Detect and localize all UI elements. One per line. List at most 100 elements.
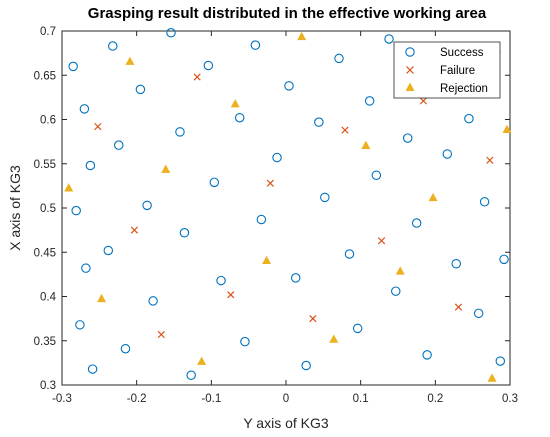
success-point	[108, 41, 118, 51]
success-point	[290, 273, 301, 283]
success-point	[284, 81, 294, 91]
failure-point	[157, 330, 165, 339]
x-tick-label: 0.3	[502, 393, 518, 405]
rejection-point	[262, 255, 272, 265]
legend: Success Failure Rejection	[393, 41, 501, 99]
rejection-point	[487, 373, 497, 382]
y-tick-label: 0.35	[34, 336, 56, 348]
success-point	[203, 60, 214, 71]
success-point	[120, 343, 131, 354]
success-point	[451, 259, 461, 269]
legend-rejection-marker	[405, 82, 415, 91]
failure-point	[266, 179, 274, 187]
x-tick-label: 0	[283, 393, 289, 405]
y-tick-label: 0.7	[40, 26, 56, 38]
success-point	[301, 360, 311, 371]
success-point	[334, 53, 344, 64]
success-point	[495, 356, 506, 366]
success-point	[256, 214, 267, 225]
legend-success-label: Success	[440, 47, 484, 59]
success-point	[113, 140, 124, 150]
y-tick-label: 0.55	[34, 159, 56, 171]
success-point	[364, 96, 375, 106]
success-point	[442, 149, 453, 159]
chart-title: Grasping result distributed in the effec…	[88, 5, 487, 22]
success-point	[209, 177, 220, 188]
success-point	[234, 112, 245, 123]
legend-failure-label: Failure	[440, 65, 475, 77]
success-point	[272, 152, 282, 163]
rejection-point	[125, 56, 135, 65]
rejection-point	[428, 192, 438, 202]
success-point	[75, 320, 85, 330]
success-point	[68, 61, 78, 72]
success-point	[384, 34, 394, 44]
failure-point	[193, 73, 201, 81]
success-point	[391, 286, 401, 296]
legend-success-marker	[405, 47, 415, 57]
success-point	[186, 370, 196, 381]
success-point	[240, 336, 250, 347]
success-point	[473, 308, 484, 319]
success-point	[79, 104, 90, 114]
success-point	[464, 113, 474, 124]
rejection-point	[161, 164, 171, 173]
legend-failure-marker	[406, 66, 414, 74]
rejection-point	[361, 140, 371, 149]
rejection-point	[502, 124, 512, 134]
success-point	[81, 263, 91, 273]
x-tick-label: 0.2	[427, 393, 443, 405]
y-tick-label: 0.45	[34, 247, 56, 259]
x-tick-label: -0.3	[52, 393, 72, 405]
success-point	[250, 40, 261, 50]
failure-point	[454, 303, 463, 311]
success-point	[135, 84, 146, 95]
x-axis-label: Y axis of KG3	[243, 415, 329, 431]
success-point	[499, 254, 509, 265]
y-tick-label: 0.5	[40, 203, 56, 215]
rejection-point	[197, 356, 207, 365]
success-point	[142, 200, 152, 211]
failure-point	[377, 237, 386, 245]
success-point	[479, 197, 490, 207]
rejection-point	[395, 266, 405, 275]
legend-rejection-label: Rejection	[440, 83, 488, 95]
success-point	[320, 192, 330, 203]
success-point	[148, 296, 158, 306]
failure-point	[130, 226, 139, 234]
axis-ticks: -0.3 -0.2 -0.1 0 0.1 0.2 0.3 0.3 0.35 0.4 0.45 0.5 0…	[34, 26, 518, 405]
success-point	[166, 28, 176, 38]
failure-point	[227, 291, 235, 299]
success-point	[85, 160, 96, 171]
rejection-point	[64, 183, 74, 192]
success-point	[216, 275, 226, 286]
success-point	[103, 245, 114, 256]
success-point	[422, 350, 432, 360]
success-point	[175, 127, 185, 137]
failure-point	[341, 126, 349, 134]
rejection-point	[97, 293, 107, 303]
success-point	[87, 364, 98, 374]
rejection-point	[297, 31, 307, 41]
rejection-point	[230, 99, 240, 108]
y-axis-label: X axis of KG3	[7, 165, 23, 251]
success-point	[71, 205, 81, 216]
y-tick-label: 0.4	[40, 292, 57, 304]
failure-point	[486, 156, 494, 164]
success-point	[179, 228, 190, 238]
x-tick-label: -0.2	[127, 393, 147, 405]
x-tick-label: 0.1	[353, 393, 369, 405]
success-point	[344, 249, 355, 259]
success-point	[411, 218, 422, 228]
failure-point	[309, 315, 317, 323]
y-tick-label: 0.3	[40, 380, 56, 392]
success-point	[371, 170, 382, 181]
x-tick-label: -0.1	[201, 393, 221, 405]
success-point	[402, 133, 413, 143]
success-point	[352, 323, 363, 334]
success-point	[314, 117, 324, 127]
y-tick-label: 0.6	[40, 115, 56, 127]
failure-point	[94, 122, 102, 131]
y-tick-label: 0.65	[34, 70, 56, 82]
